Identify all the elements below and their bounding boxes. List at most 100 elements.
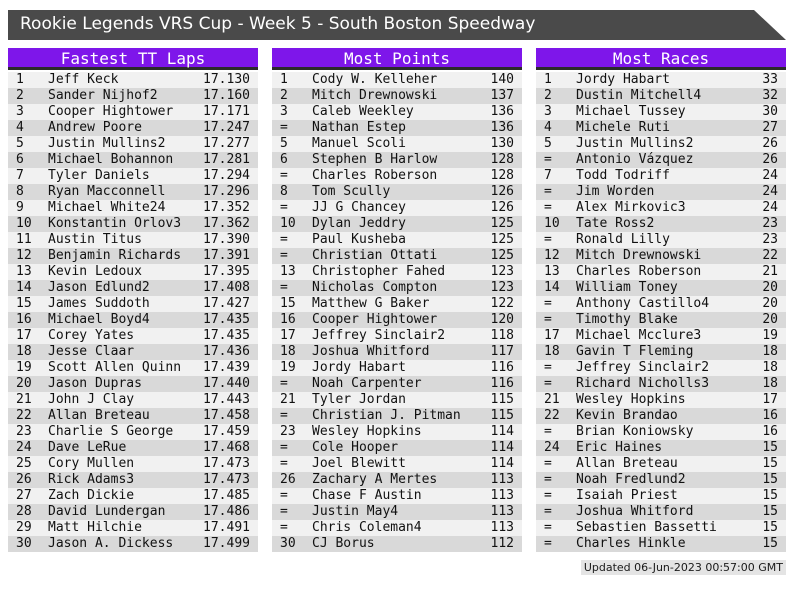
table-row: 24 Dave LeRue 17.468 (8, 440, 258, 456)
table-row: 3 Caleb Weekley 136 (272, 104, 522, 120)
rank-cell: 18 (280, 344, 296, 359)
table-row: 23 Wesley Hopkins 114 (272, 424, 522, 440)
table-row: 3 Cooper Hightower 17.171 (8, 104, 258, 120)
rank-cell: = (544, 312, 552, 327)
rank-cell: 10 (16, 216, 32, 231)
name-cell: James Suddoth (48, 296, 150, 311)
name-cell: Michael Tussey (576, 104, 686, 119)
table-row: 5 Manuel Scoli 130 (272, 136, 522, 152)
name-cell: Isaiah Priest (576, 488, 678, 503)
value-cell: 115 (490, 408, 514, 423)
table-row: 19 Scott Allen Quinn 17.439 (8, 360, 258, 376)
name-cell: Justin Mullins2 (48, 136, 166, 151)
table-row: 1 Cody W. Kelleher 140 (272, 72, 522, 88)
rank-cell: = (280, 504, 288, 519)
value-cell: 17.440 (203, 376, 250, 391)
table-row: = Joshua Whitford 15 (536, 504, 786, 520)
table-row: = Justin May4 113 (272, 504, 522, 520)
table-row: 18 Gavin T Fleming 18 (536, 344, 786, 360)
name-cell: Antonio Vázquez (576, 152, 694, 167)
name-cell: Gavin T Fleming (576, 344, 694, 359)
table-row: = Richard Nicholls3 18 (536, 376, 786, 392)
value-cell: 17.408 (203, 280, 250, 295)
name-cell: Noah Carpenter (312, 376, 422, 391)
rank-cell: 18 (544, 344, 560, 359)
value-cell: 17.247 (203, 120, 250, 135)
table-row: = Charles Roberson 128 (272, 168, 522, 184)
name-cell: Manuel Scoli (312, 136, 406, 151)
table-row: 12 Benjamin Richards 17.391 (8, 248, 258, 264)
name-cell: Anthony Castillo4 (576, 296, 710, 311)
board-header: Fastest TT Laps (8, 48, 258, 70)
table-row: 22 Allan Breteau 17.458 (8, 408, 258, 424)
rank-cell: 6 (16, 152, 24, 167)
name-cell: Allan Breteau (48, 408, 150, 423)
table-row: 10 Konstantin Orlov3 17.362 (8, 216, 258, 232)
value-cell: 113 (490, 472, 514, 487)
rank-cell: 19 (280, 360, 296, 375)
rank-cell: 16 (16, 312, 32, 327)
rank-cell: 7 (544, 168, 552, 183)
table-row: 12 Mitch Drewnowski 22 (536, 248, 786, 264)
name-cell: Todd Todriff (576, 168, 670, 183)
table-row: 15 James Suddoth 17.427 (8, 296, 258, 312)
name-cell: Matt Hilchie (48, 520, 142, 535)
name-cell: Justin May4 (312, 504, 399, 519)
table-row: 3 Michael Tussey 30 (536, 104, 786, 120)
value-cell: 136 (490, 104, 514, 119)
board-most-points: Most Points 1 Cody W. Kelleher 140 2 Mitch D… (272, 48, 522, 552)
value-cell: 15 (762, 520, 778, 535)
table-row: = Isaiah Priest 15 (536, 488, 786, 504)
name-cell: Ronald Lilly (576, 232, 670, 247)
rank-cell: = (544, 424, 552, 439)
rank-cell: = (280, 456, 288, 471)
name-cell: Jeff Keck (48, 72, 119, 87)
page-title: Rookie Legends VRS Cup - Week 5 - South … (20, 14, 536, 34)
rank-cell: 12 (16, 248, 32, 263)
updated-timestamp: Updated 06-Jun-2023 00:57:00 GMT (580, 560, 786, 575)
rank-cell: 17 (16, 328, 32, 343)
table-row: 9 Michael White24 17.352 (8, 200, 258, 216)
value-cell: 18 (762, 360, 778, 375)
table-row: 13 Christopher Fahed 123 (272, 264, 522, 280)
board-fastest-tt-laps: Fastest TT Laps 1 Jeff Keck 17.130 2 Sander … (8, 48, 258, 552)
name-cell: Caleb Weekley (312, 104, 414, 119)
value-cell: 16 (762, 408, 778, 423)
rank-cell: 6 (280, 152, 288, 167)
table-row: 19 Jordy Habart 116 (272, 360, 522, 376)
table-row: 30 CJ Borus 112 (272, 536, 522, 552)
rank-cell: 3 (16, 104, 24, 119)
name-cell: John J Clay (48, 392, 135, 407)
rank-cell: 28 (16, 504, 32, 519)
name-cell: Noah Fredlund2 (576, 472, 686, 487)
name-cell: Zach Dickie (48, 488, 135, 503)
value-cell: 113 (490, 488, 514, 503)
value-cell: 20 (762, 296, 778, 311)
value-cell: 116 (490, 376, 514, 391)
name-cell: Kevin Ledoux (48, 264, 142, 279)
table-row: = Brian Koniowsky 16 (536, 424, 786, 440)
value-cell: 17.130 (203, 72, 250, 87)
name-cell: Tyler Jordan (312, 392, 406, 407)
value-cell: 17.458 (203, 408, 250, 423)
table-row: 5 Justin Mullins2 26 (536, 136, 786, 152)
value-cell: 17.390 (203, 232, 250, 247)
table-row: = Christian J. Pitman 115 (272, 408, 522, 424)
value-cell: 17.352 (203, 200, 250, 215)
value-cell: 15 (762, 488, 778, 503)
rank-cell: 26 (280, 472, 296, 487)
table-row: 16 Cooper Hightower 120 (272, 312, 522, 328)
name-cell: Sebastien Bassetti (576, 520, 717, 535)
value-cell: 17.296 (203, 184, 250, 199)
rank-cell: 18 (16, 344, 32, 359)
table-row: 26 Rick Adams3 17.473 (8, 472, 258, 488)
rank-cell: 17 (280, 328, 296, 343)
value-cell: 113 (490, 520, 514, 535)
name-cell: Mitch Drewnowski (576, 248, 702, 263)
name-cell: Mitch Drewnowski (312, 88, 438, 103)
board-title: Most Points (344, 49, 450, 68)
name-cell: Jeffrey Sinclair2 (312, 328, 446, 343)
value-cell: 17.468 (203, 440, 250, 455)
value-cell: 19 (762, 328, 778, 343)
name-cell: Tate Ross2 (576, 216, 655, 231)
